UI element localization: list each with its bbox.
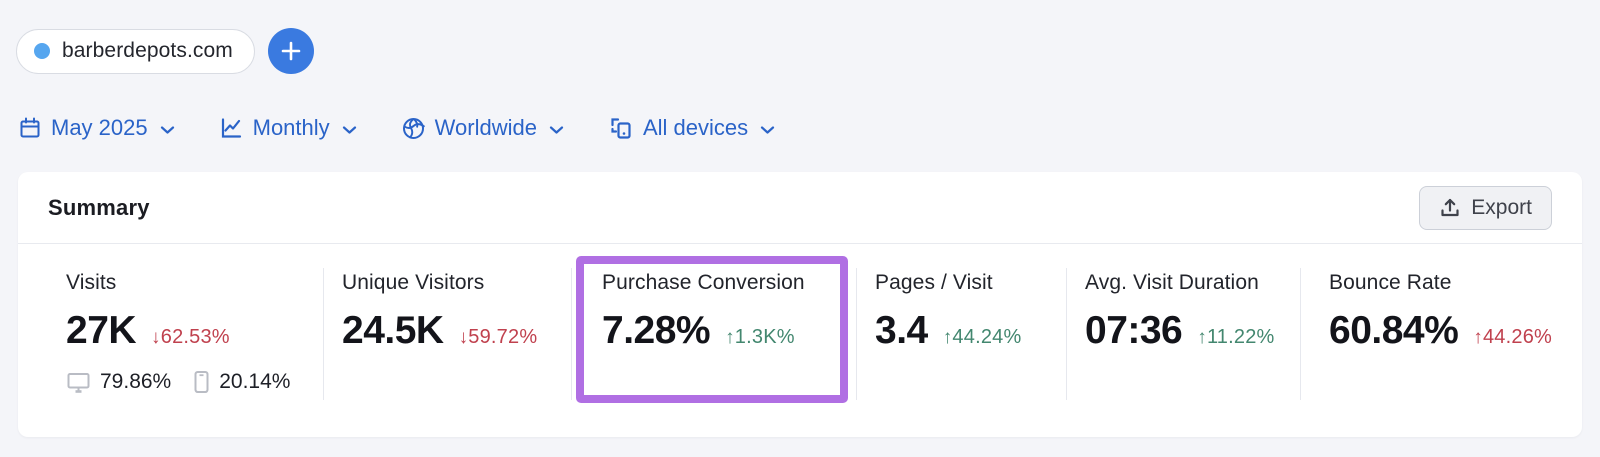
metric-pages-per-visit: Pages / Visit 3.4 ↑44.24% <box>856 268 1066 400</box>
arrow-down-icon: ↓ <box>458 327 469 348</box>
metric-change: ↑11.22% <box>1197 326 1275 348</box>
export-button-label: Export <box>1471 195 1532 219</box>
export-button[interactable]: Export <box>1419 185 1552 230</box>
domain-chip[interactable]: barberdepots.com <box>16 28 255 74</box>
metric-label: Unique Visitors <box>342 271 485 294</box>
metric-change: ↓59.72% <box>458 326 538 348</box>
domain-color-dot <box>34 43 50 59</box>
metric-change: ↓62.53% <box>151 326 230 348</box>
arrow-up-icon: ↑ <box>1473 327 1483 348</box>
desktop-share-value: 79.86% <box>100 370 172 393</box>
chevron-down-icon <box>342 125 356 134</box>
metric-label: Pages / Visit <box>875 271 993 294</box>
region-filter-label: Worldwide <box>434 115 537 140</box>
mobile-share: 20.14% <box>193 370 290 394</box>
metric-value: 07:36 <box>1085 309 1183 352</box>
summary-card-header: Summary Export <box>18 172 1582 244</box>
metric-change: ↑44.24% <box>942 326 1022 348</box>
chevron-down-icon <box>549 125 564 134</box>
metric-label: Bounce Rate <box>1329 271 1452 294</box>
devices-icon <box>611 118 631 139</box>
add-domain-button[interactable] <box>267 28 314 74</box>
metric-label: Visits <box>66 271 117 294</box>
mobile-share-value: 20.14% <box>219 370 291 393</box>
metric-purchase-conversion: Purchase Conversion 7.28% ↑1.3K% <box>571 256 856 403</box>
filter-bar: May 2025 Monthly Worldwide All devices <box>18 115 775 141</box>
date-filter[interactable]: May 2025 <box>18 115 175 141</box>
chevron-down-icon <box>761 125 775 134</box>
devices-filter-label: All devices <box>642 115 749 140</box>
export-icon <box>1441 198 1459 216</box>
metric-change: ↑44.26% <box>1473 326 1553 348</box>
metric-unique-visitors: Unique Visitors 24.5K ↓59.72% <box>323 268 571 400</box>
calendar-icon <box>20 117 40 138</box>
metric-label: Avg. Visit Duration <box>1085 271 1259 294</box>
device-split: 79.86% 20.14% <box>66 370 323 394</box>
mobile-icon <box>194 371 209 393</box>
granularity-filter-label: Monthly <box>252 115 330 140</box>
domain-selector-row: barberdepots.com <box>16 28 314 74</box>
metric-change: ↑1.3K% <box>725 326 795 348</box>
arrow-up-icon: ↑ <box>942 327 953 348</box>
arrow-up-icon: ↑ <box>1197 327 1207 348</box>
metric-avg-visit-duration: Avg. Visit Duration 07:36 ↑11.22% <box>1066 268 1300 400</box>
metric-visits: Visits 27K ↓62.53% 79.86% <box>48 268 323 400</box>
metric-value: 27K <box>66 309 137 352</box>
summary-metrics-row: Visits 27K ↓62.53% 79.86% <box>18 244 1582 436</box>
metric-value: 3.4 <box>875 309 928 352</box>
desktop-share: 79.86% <box>66 370 171 394</box>
devices-filter[interactable]: All devices <box>608 115 775 141</box>
plus-icon <box>281 41 301 61</box>
metric-bounce-rate: Bounce Rate 60.84% ↑44.26% <box>1300 268 1582 400</box>
globe-icon <box>402 117 425 139</box>
summary-card: Summary Export Visits 27K ↓62.53% <box>18 172 1582 437</box>
metric-value: 60.84% <box>1329 309 1459 352</box>
arrow-down-icon: ↓ <box>151 327 161 348</box>
domain-label: barberdepots.com <box>62 39 233 62</box>
summary-title: Summary <box>48 194 150 220</box>
granularity-filter[interactable]: Monthly <box>219 115 357 141</box>
metric-value: 24.5K <box>342 309 444 352</box>
date-filter-label: May 2025 <box>51 115 148 140</box>
chevron-down-icon <box>160 125 174 134</box>
trend-chart-icon <box>221 118 241 138</box>
desktop-icon <box>67 372 90 393</box>
region-filter[interactable]: Worldwide <box>401 115 564 141</box>
metric-value: 7.28% <box>602 309 711 352</box>
arrow-up-icon: ↑ <box>725 327 735 348</box>
metric-label: Purchase Conversion <box>602 271 805 294</box>
